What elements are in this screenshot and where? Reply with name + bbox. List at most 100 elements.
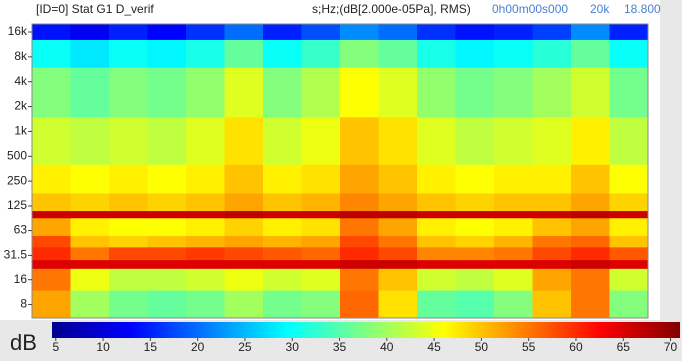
spectrogram-cell [147, 67, 187, 118]
spectrogram-cell [417, 210, 456, 219]
spectrogram-cell [263, 116, 302, 165]
spectrogram-cell [494, 290, 533, 319]
y-tick-label: 16 [14, 272, 28, 286]
spectrogram-cell [147, 235, 187, 248]
spectrogram-cell [147, 259, 187, 269]
colorbar-tick-label: 30 [286, 340, 300, 354]
spectrogram-cell [32, 24, 71, 40]
spectrogram-cell [32, 217, 71, 236]
spectrogram-cell [301, 246, 341, 261]
spectrogram-cell [147, 268, 187, 291]
spectrogram-cell [109, 217, 148, 236]
spectrogram-cell [224, 290, 264, 319]
spectrogram-cell [378, 116, 418, 165]
spectrogram-cell [609, 290, 649, 319]
spectrogram-cell [301, 67, 341, 118]
spectrogram-cell [32, 268, 71, 291]
spectrogram-cell [186, 268, 225, 291]
spectrogram-cell [224, 39, 264, 68]
spectrogram-cell [32, 67, 71, 118]
spectrogram-cell [70, 246, 110, 261]
spectrogram-cell [532, 268, 572, 291]
spectrogram-cell [609, 235, 649, 248]
y-tick-label: 8 [20, 297, 27, 311]
spectrogram-cell [340, 268, 379, 291]
colorbar-tick-label: 25 [238, 340, 252, 354]
colorbar-tick-label: 65 [617, 340, 631, 354]
spectrogram-cell [494, 192, 533, 212]
colorbar-tick-label: 55 [522, 340, 536, 354]
spectrogram-cell [417, 259, 456, 269]
spectrogram-cell [109, 268, 148, 291]
spectrogram-cell [378, 210, 418, 219]
spectrogram-cell [301, 290, 341, 319]
y-tick-label: 2k [14, 99, 28, 113]
spectrogram-cell [417, 246, 456, 261]
spectrogram-cell [378, 290, 418, 319]
colorbar-tick-label: 15 [144, 340, 158, 354]
spectrogram-cell [263, 290, 302, 319]
spectrogram-cell [609, 210, 649, 219]
spectrogram-cell [532, 192, 572, 212]
spectrogram-cell [571, 116, 610, 165]
spectrogram-cell [263, 67, 302, 118]
spectrogram-cell [378, 268, 418, 291]
spectrogram-cell [340, 235, 379, 248]
spectrogram-cell [32, 116, 71, 165]
spectrogram-cell [147, 192, 187, 212]
spectrogram-cell [109, 24, 148, 40]
spectrogram-cell [70, 39, 110, 68]
spectrogram-cell [340, 290, 379, 319]
colorbar-tick-label: 35 [333, 340, 347, 354]
spectrogram-cell [532, 39, 572, 68]
spectrogram-cell [340, 246, 379, 261]
spectrogram-cell [301, 235, 341, 248]
spectrogram-cell [340, 39, 379, 68]
spectrogram-cell [263, 192, 302, 212]
spectrogram-cell [417, 39, 456, 68]
spectrogram-cell [32, 290, 71, 319]
spectrogram-cell [609, 268, 649, 291]
spectrogram-cell [224, 192, 264, 212]
spectrogram-cell [494, 164, 533, 194]
spectrogram-cell [224, 164, 264, 194]
spectrogram-cell [609, 164, 649, 194]
spectrogram-cell [455, 290, 495, 319]
spectrogram-cell [532, 67, 572, 118]
spectrogram-cell [532, 246, 572, 261]
spectrogram-cell [494, 235, 533, 248]
spectrogram-cell [378, 259, 418, 269]
colorbar-tick-label: 20 [191, 340, 205, 354]
spectrogram-cell [378, 192, 418, 212]
spectrogram-cell [109, 116, 148, 165]
spectrogram-cell [494, 217, 533, 236]
spectrogram-cell [417, 235, 456, 248]
colorbar-tick-label: 5 [52, 340, 59, 354]
spectrogram-cell [147, 164, 187, 194]
spectrogram-cell [301, 164, 341, 194]
spectrogram-cell [263, 268, 302, 291]
colorbar-tick-label: 10 [96, 340, 110, 354]
spectrogram-cell [378, 217, 418, 236]
spectrogram-cell [455, 268, 495, 291]
y-tick-label: 63 [14, 223, 28, 237]
spectrogram-cell [532, 217, 572, 236]
spectrogram-cell [224, 246, 264, 261]
spectrogram-cell [263, 24, 302, 40]
y-tick-label: 1k [14, 124, 28, 138]
spectrogram-cell [340, 164, 379, 194]
spectrogram-cell [109, 259, 148, 269]
spectrogram-cell [340, 24, 379, 40]
spectrogram-cell [455, 210, 495, 219]
spectrogram-cell [263, 246, 302, 261]
spectrogram-cell [378, 235, 418, 248]
spectrogram-cell [32, 39, 71, 68]
spectrogram-cell [109, 67, 148, 118]
spectrogram-cell [224, 217, 264, 236]
spectrogram-cell [186, 116, 225, 165]
plot-frame [31, 23, 649, 319]
spectrogram-cell [378, 164, 418, 194]
header-units: s;Hz;(dB[2.000e-05Pa], RMS) [312, 2, 471, 16]
spectrogram-cell [186, 290, 225, 319]
